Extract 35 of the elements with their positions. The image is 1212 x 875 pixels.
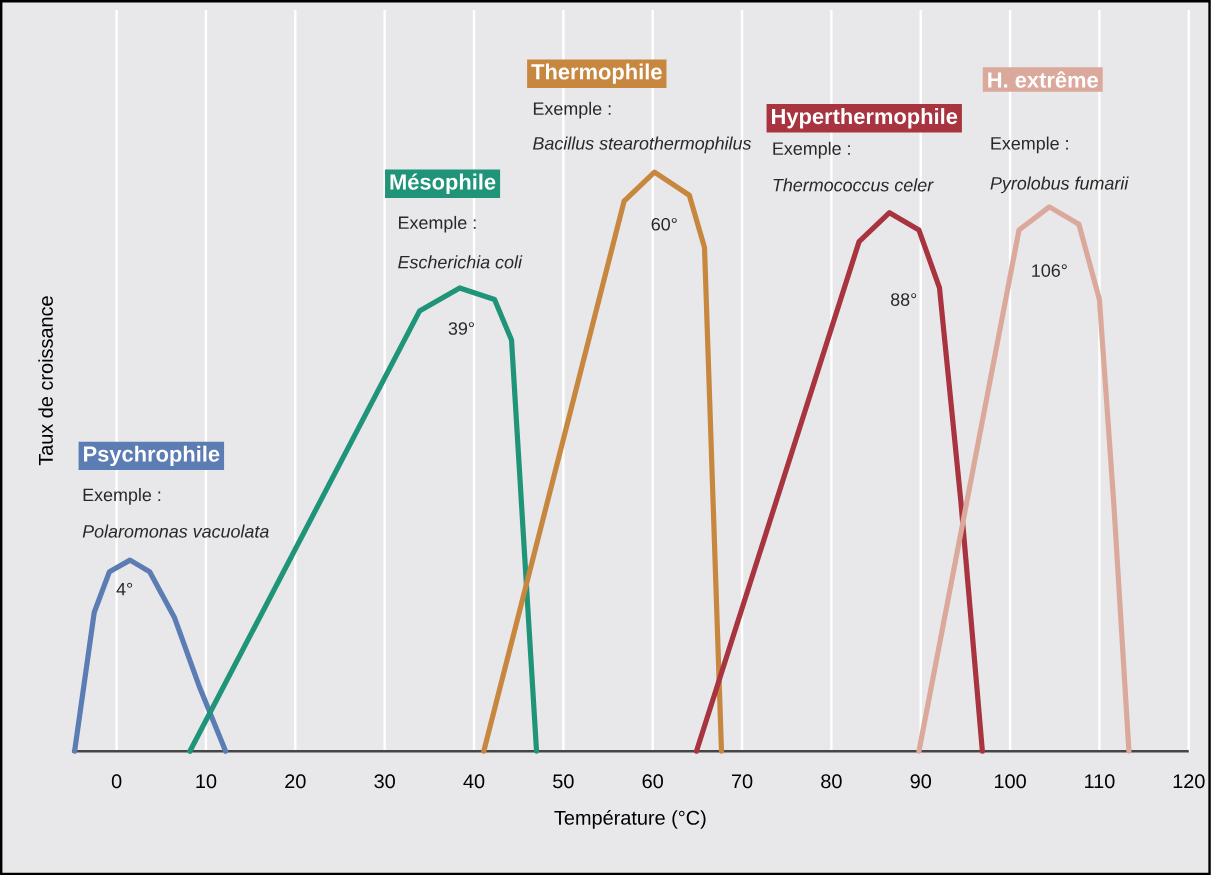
x-tick-label: 120: [1173, 774, 1205, 789]
annotation: Exemple :: [399, 215, 476, 233]
x-tick-label: 30: [374, 774, 395, 789]
x-tick-label: 100: [995, 774, 1026, 789]
text: Mésophile: [390, 173, 496, 194]
x-tick-label: 40: [463, 774, 485, 789]
annotation: 39°: [448, 322, 474, 335]
text: Thermophile: [531, 63, 662, 84]
x-axis-title: Température (°C): [554, 809, 706, 829]
x-tick-label: 110: [1085, 774, 1115, 789]
text: Psychrophile: [84, 445, 220, 467]
annotation: Thermococcus celer: [773, 178, 934, 192]
text: Exemple :: [773, 141, 850, 159]
annotation: 88°: [890, 293, 917, 306]
x-tick-label: 50: [553, 774, 574, 789]
annotation: Polaromonas vacuolata: [82, 524, 269, 538]
x-tick-label: 0: [111, 774, 122, 789]
text: Exemple :: [991, 136, 1068, 154]
text: H. extrême: [988, 71, 1098, 88]
x-tick-label: 80: [821, 774, 842, 789]
x-tick-label: 90: [910, 774, 932, 789]
annotation: 4°: [116, 582, 133, 596]
annotation: Exemple :: [83, 488, 161, 505]
text: Exemple :: [533, 101, 611, 119]
text: Bacillus stearothermophilus: [533, 136, 752, 154]
y-axis-title: Taux de croissance: [38, 296, 53, 466]
annotation: Escherichia coli: [398, 255, 523, 269]
x-tick-label: 10: [196, 774, 217, 789]
x-tick-label: 70: [732, 774, 753, 789]
text: Hyperthermophile: [772, 108, 958, 129]
annotation: 60°: [651, 217, 677, 231]
annotation: Pyrolobus fumarii: [990, 176, 1129, 194]
x-tick-label: 20: [285, 774, 306, 789]
annotation: 106°: [1032, 264, 1067, 277]
x-tick-label: 60: [642, 774, 663, 789]
